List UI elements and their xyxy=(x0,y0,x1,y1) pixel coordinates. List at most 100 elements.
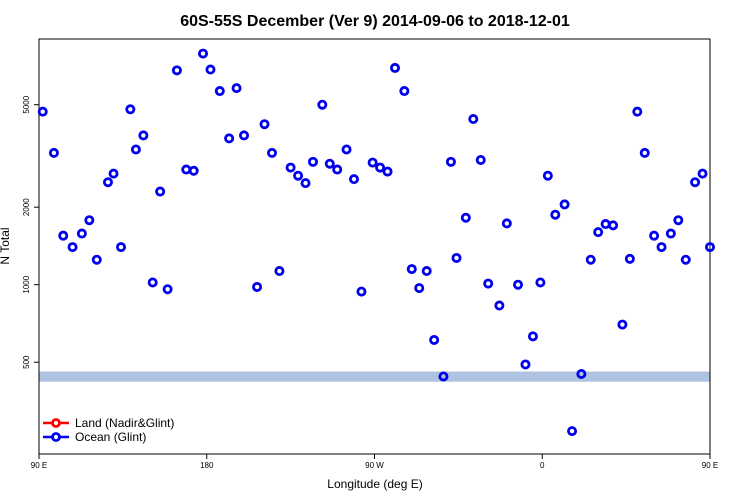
ocean-point xyxy=(307,156,318,167)
ocean-point xyxy=(239,130,250,141)
ocean-point xyxy=(147,277,158,288)
ocean-point xyxy=(130,144,141,155)
ocean-point xyxy=(58,230,69,241)
ocean-point xyxy=(399,86,410,97)
ocean-point xyxy=(632,106,643,117)
ocean-point xyxy=(520,359,531,370)
ocean-point xyxy=(406,264,417,275)
ocean-point xyxy=(332,164,343,175)
ocean-point xyxy=(600,219,611,230)
y-axis-label: N Total xyxy=(0,227,12,264)
ocean-point xyxy=(429,334,440,345)
ocean-point xyxy=(171,65,182,76)
ocean-point xyxy=(527,331,538,342)
ocean-point xyxy=(317,99,328,110)
y-tick-label: 5000 xyxy=(22,95,31,113)
ocean-point xyxy=(252,281,263,292)
ocean-point xyxy=(665,228,676,239)
chart-title: 60S-55S December (Ver 9) 2014-09-06 to 2… xyxy=(180,13,570,30)
ocean-point xyxy=(483,278,494,289)
y-tick-label: 2000 xyxy=(22,198,31,216)
ocean-point xyxy=(460,212,471,223)
ocean-point xyxy=(414,283,425,294)
x-tick-label: 90 E xyxy=(31,461,47,470)
ocean-point xyxy=(138,130,149,141)
ocean-point xyxy=(76,228,87,239)
band-rect xyxy=(39,371,710,382)
legend-ocean-label: Ocean (Glint) xyxy=(75,430,146,444)
ocean-point xyxy=(259,119,270,130)
ocean-point xyxy=(639,147,650,158)
ocean-point xyxy=(494,300,505,311)
x-axis-label: Longitude (deg E) xyxy=(327,477,422,491)
ocean-point xyxy=(300,178,311,189)
ocean-point xyxy=(567,426,578,437)
ocean-point xyxy=(656,242,667,253)
ocean-point xyxy=(617,319,628,330)
legend: Land (Nadir&Glint) Ocean (Glint) xyxy=(43,416,174,444)
ocean-point xyxy=(67,242,78,253)
x-tick-label: 0 xyxy=(540,461,545,470)
ocean-point xyxy=(608,220,619,231)
ocean-point xyxy=(475,154,486,165)
ocean-point xyxy=(690,177,701,188)
ocean-point xyxy=(445,156,456,167)
y-tick-label: 500 xyxy=(22,355,31,369)
ocean-point xyxy=(324,158,335,169)
x-tick-label: 180 xyxy=(200,461,214,470)
ocean-point xyxy=(680,254,691,265)
ocean-point xyxy=(198,48,209,59)
ocean-point xyxy=(649,230,660,241)
ocean-point xyxy=(382,166,393,177)
ocean-point xyxy=(697,168,708,179)
ocean-point xyxy=(285,162,296,173)
ocean-point xyxy=(293,170,304,181)
ocean-point xyxy=(125,104,136,115)
ocean-point xyxy=(542,170,553,181)
ocean-point xyxy=(593,227,604,238)
ocean-point xyxy=(102,177,113,188)
ocean-point xyxy=(181,164,192,175)
ocean-point xyxy=(390,62,401,73)
ocean-point xyxy=(214,86,225,97)
ocean-points xyxy=(37,48,716,437)
plot-frame xyxy=(38,38,711,455)
ocean-point xyxy=(348,174,359,185)
ocean-point xyxy=(513,279,524,290)
ocean-point xyxy=(91,254,102,265)
x-tick-label: 90 E xyxy=(702,461,718,470)
ocean-point xyxy=(468,114,479,125)
ocean-point xyxy=(162,284,173,295)
ocean-point xyxy=(576,368,587,379)
ocean-point xyxy=(274,266,285,277)
legend-land-label: Land (Nadir&Glint) xyxy=(75,416,174,430)
ocean-point xyxy=(266,147,277,158)
ocean-point xyxy=(550,209,561,220)
ocean-point xyxy=(356,286,367,297)
ocean-point xyxy=(559,199,570,210)
ocean-point xyxy=(367,157,378,168)
x-axis: 90 E 180 90 W 0 90 E xyxy=(31,454,718,470)
ocean-point xyxy=(108,168,119,179)
legend-ocean-marker xyxy=(51,432,61,442)
ocean-point xyxy=(205,64,216,75)
ocean-point xyxy=(224,133,235,144)
legend-land-marker xyxy=(51,418,61,428)
ocean-point xyxy=(438,371,449,382)
ocean-point xyxy=(48,147,59,158)
ocean-point xyxy=(155,186,166,197)
ocean-point xyxy=(585,254,596,265)
ocean-point xyxy=(341,144,352,155)
y-tick-label: 1000 xyxy=(22,275,31,293)
ocean-point xyxy=(84,215,95,226)
ocean-point xyxy=(673,215,684,226)
ocean-point xyxy=(501,218,512,229)
ocean-point xyxy=(116,242,127,253)
ocean-point xyxy=(188,165,199,176)
ocean-point xyxy=(624,253,635,264)
y-axis: 500 1000 2000 5000 xyxy=(22,95,39,369)
ocean-point xyxy=(451,252,462,263)
ocean-point xyxy=(421,266,432,277)
threshold-band xyxy=(39,371,710,382)
